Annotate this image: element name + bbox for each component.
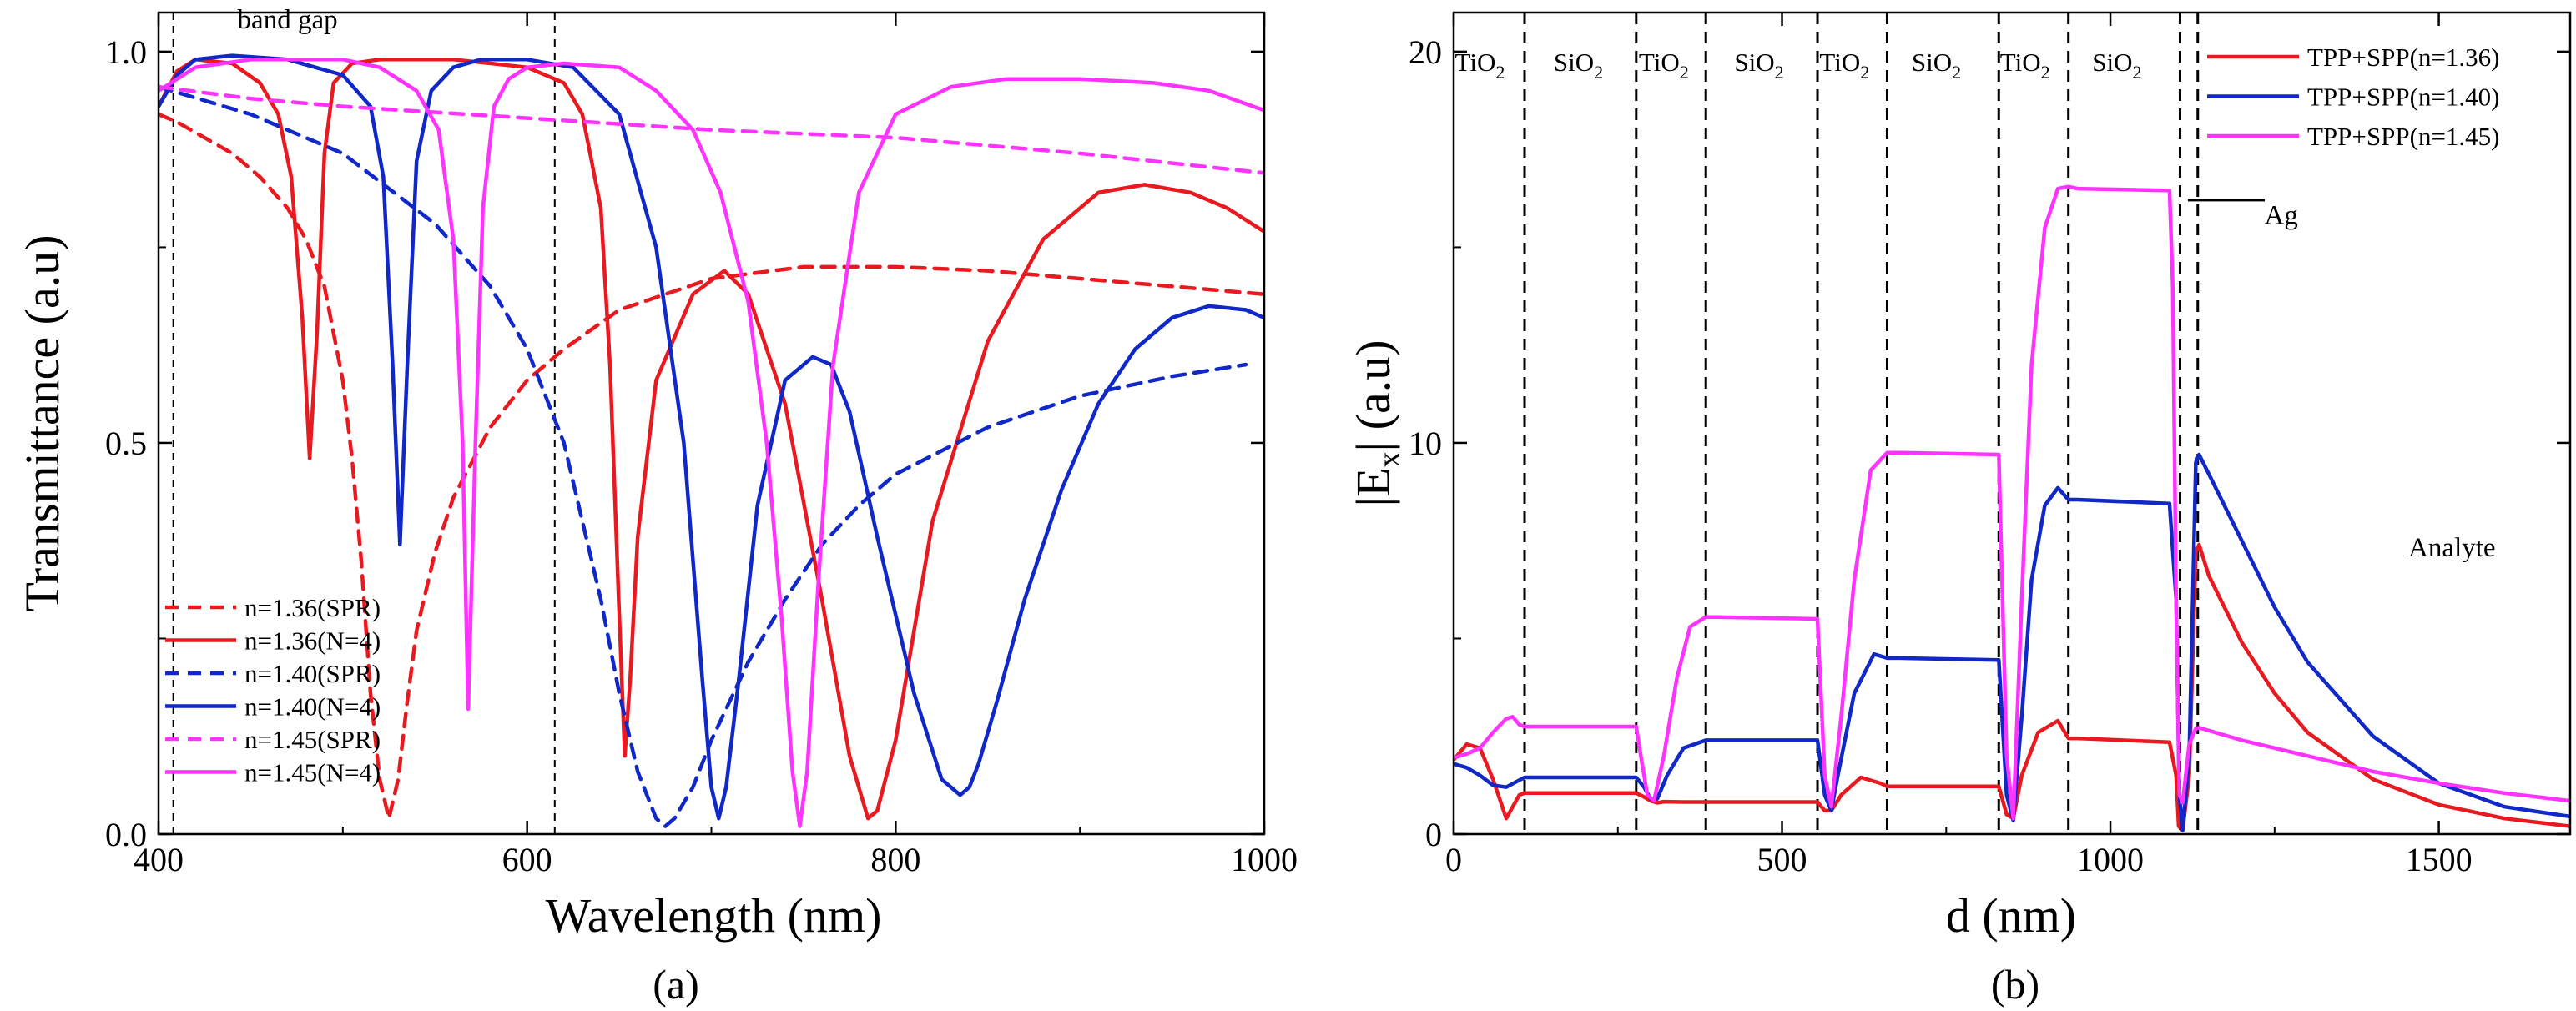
legend-label: TPP+SPP(n=1.36): [2307, 43, 2500, 72]
legend-label: TPP+SPP(n=1.40): [2307, 83, 2500, 112]
annotation: band gap: [238, 5, 338, 35]
legend-label: n=1.45(N=4): [244, 758, 381, 787]
legend-label: n=1.36(N=4): [244, 626, 381, 656]
x-tick-label: 400: [134, 841, 184, 878]
layer-label-subscript: 2: [1952, 62, 1961, 83]
series-line-TPP+SPP(n=1.40): [1454, 452, 2570, 832]
x-tick-label: 500: [1757, 841, 1807, 878]
layer-label-subscript: 2: [1775, 62, 1784, 83]
y-axis-title-part: |E: [1346, 467, 1400, 506]
annotation: Ag: [2265, 200, 2298, 230]
layer-label-subscript: 2: [1594, 62, 1603, 83]
layer-label: TiO2: [1639, 48, 1689, 83]
layer-label: TiO2: [2000, 48, 2050, 83]
layer-label-base: SiO: [1734, 48, 1774, 77]
legend-label: n=1.40(SPR): [244, 659, 381, 688]
layer-label-subscript: 2: [2041, 62, 2050, 83]
y-tick-label: 10: [1409, 425, 1442, 462]
layer-label: SiO2: [1734, 48, 1783, 83]
series-line-n=1.45(N=4): [159, 58, 1264, 828]
plot-frame: [1452, 11, 2572, 836]
panel-b: 0 500 1000 1500 0 10 20 d (nm) |Ex| (a.u) (b) Ag An…: [1346, 11, 2572, 1008]
y-axis-title-subscript: x: [1372, 451, 1407, 467]
legend-label: n=1.36(SPR): [244, 593, 381, 622]
data-series: [159, 53, 1264, 828]
legend-label: n=1.40(N=4): [244, 692, 381, 722]
series-line-n=1.36(SPR): [159, 112, 1264, 821]
panel-a: 400 600 800 1000 0.0 0.5 1.0 Wavelength (nm) Tra…: [15, 5, 1298, 1008]
layer-label-base: SiO: [1554, 48, 1594, 77]
layer-label-base: SiO: [2092, 48, 2132, 77]
layer-label: SiO2: [2092, 48, 2141, 83]
layer-label-base: TiO: [2000, 48, 2041, 77]
series-line-n=1.36(N=4): [159, 58, 1264, 821]
x-axis-title: Wavelength (nm): [546, 888, 882, 943]
x-tick-label: 1000: [2077, 841, 2144, 878]
layer-label-subscript: 2: [1860, 62, 1869, 83]
y-tick-label: 0.0: [105, 816, 147, 853]
x-tick-label: 1000: [1231, 841, 1298, 878]
layer-label-base: TiO: [1819, 48, 1860, 77]
panel-caption: (a): [653, 961, 699, 1008]
y-tick-label: 1.0: [105, 33, 147, 71]
y-tick-label: 0.5: [105, 425, 147, 462]
layer-label-base: SiO: [1912, 48, 1952, 77]
layer-label: TiO2: [1455, 48, 1505, 83]
x-tick-label: 1500: [2406, 841, 2473, 878]
series-line-n=1.45(SPR): [159, 84, 1264, 175]
series-line-TPP+SPP(n=1.45): [1454, 184, 2570, 821]
x-tick-label: 600: [502, 841, 552, 878]
panel-caption: (b): [1991, 961, 2039, 1008]
y-tick-label: 0: [1425, 816, 1442, 853]
layer-label: SiO2: [1554, 48, 1603, 83]
x-axis-title: d (nm): [1946, 888, 2076, 943]
layer-label-base: TiO: [1639, 48, 1680, 77]
x-tick-label: 0: [1445, 841, 1462, 878]
layer-label-base: TiO: [1455, 48, 1496, 77]
annotation: Analyte: [2408, 533, 2495, 563]
layer-label: TiO2: [1819, 48, 1869, 83]
layer-label: SiO2: [1912, 48, 1961, 83]
legend-label: n=1.45(SPR): [244, 725, 381, 754]
y-tick-label: 20: [1409, 33, 1442, 71]
y-axis-title: |Ex| (a.u): [1346, 340, 1407, 506]
series-line-n=1.40(N=4): [159, 53, 1264, 821]
legend-label: TPP+SPP(n=1.45): [2307, 122, 2500, 151]
layer-label-subscript: 2: [1680, 62, 1689, 83]
layer-label-subscript: 2: [1495, 62, 1505, 83]
layer-label-subscript: 2: [2133, 62, 2142, 83]
y-axis-title: Transmittance (a.u): [15, 234, 69, 611]
series-line-TPP+SPP(n=1.36): [1454, 542, 2570, 832]
y-axis-title-part: | (a.u): [1346, 340, 1400, 451]
x-tick-label: 800: [870, 841, 920, 878]
data-series: [1454, 184, 2570, 832]
